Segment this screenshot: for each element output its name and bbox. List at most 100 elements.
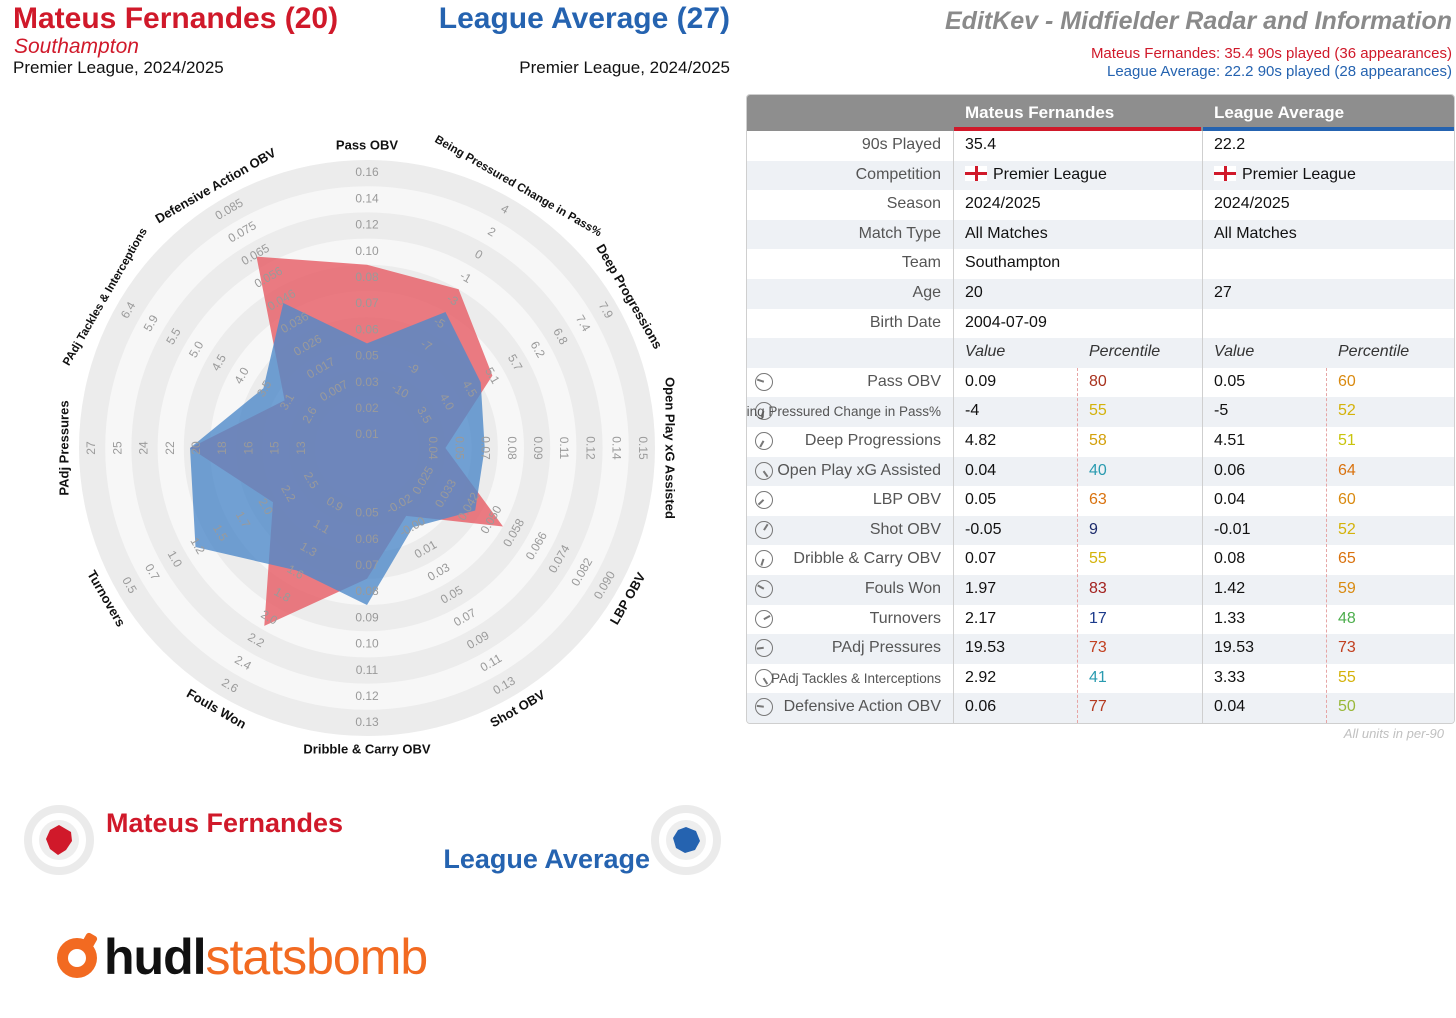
tick-label: 15 — [268, 441, 282, 455]
player-percentile: 77 — [1089, 698, 1107, 716]
player-value: 2.17 — [965, 609, 997, 627]
england-flag-icon — [1214, 165, 1236, 181]
average-summary: League Average: 22.2 90s played (28 appe… — [1107, 63, 1452, 80]
tick-label: 25 — [110, 441, 124, 455]
player-value: 0.04 — [965, 461, 997, 479]
average-percentile: 60 — [1338, 491, 1356, 509]
row-label: Birth Date — [869, 313, 941, 331]
table-row: Fouls Won 1.97 83 1.42 59 — [747, 574, 1454, 605]
player-percentile: 40 — [1089, 461, 1107, 479]
tick-label: 0.05 — [355, 349, 379, 363]
gauge-needle — [763, 470, 769, 477]
player-percentile: 55 — [1089, 550, 1107, 568]
gauge-icon — [755, 431, 773, 450]
gauge-needle — [756, 705, 764, 709]
tick-label: 0.12 — [355, 689, 379, 703]
tick-label: 0.14 — [610, 436, 624, 460]
average-percentile: 64 — [1338, 461, 1356, 479]
player-underline — [954, 127, 1201, 131]
player-summary: Mateus Fernandes: 35.4 90s played (36 ap… — [1090, 45, 1452, 62]
player-value: Southampton — [965, 254, 1060, 272]
average-percentile: 65 — [1338, 550, 1356, 568]
table-row: PAdj Pressures 19.53 73 19.53 73 — [747, 634, 1454, 664]
tick-label: 0.13 — [355, 715, 379, 729]
info-table: Mateus Fernandes League Average 90s Play… — [746, 94, 1455, 724]
average-value: 22.2 — [1214, 136, 1245, 154]
gauge-icon — [755, 550, 773, 569]
average-value: -0.01 — [1214, 520, 1251, 538]
player-percentile: 80 — [1089, 372, 1107, 390]
table-row: Defensive Action OBV 0.06 77 0.04 50 — [747, 693, 1454, 723]
average-value-text: Premier League — [1242, 165, 1356, 183]
tick-label: 0.11 — [356, 663, 379, 677]
average-value-text: All Matches — [1214, 224, 1297, 242]
average-value: All Matches — [1214, 225, 1297, 243]
units-note: All units in per-90 — [1343, 726, 1444, 741]
tick-label: 0.16 — [355, 165, 379, 179]
tick-label: 0.09 — [531, 436, 545, 460]
player-percentile: 41 — [1089, 668, 1107, 686]
row-label: 90s Played — [861, 136, 941, 153]
average-legend-label: League Average — [443, 844, 650, 874]
player-value: 0.09 — [965, 372, 997, 390]
tick-label: 0.05 — [452, 436, 466, 460]
player-value-text: Premier League — [993, 165, 1107, 183]
statsbomb-logo: hudlstatsbomb — [50, 928, 428, 988]
average-value: 2024/2025 — [1214, 195, 1290, 213]
player-percentile: 73 — [1089, 639, 1107, 657]
average-value: 1.42 — [1214, 579, 1246, 597]
player-value: 0.07 — [965, 550, 997, 568]
player-value: 20 — [965, 284, 983, 302]
tick-label: 27 — [84, 441, 98, 455]
metric-label: LBP OBV — [872, 491, 941, 509]
table-body: 90s Played 35.4 22.2 Competition Premier Lea… — [747, 131, 1454, 723]
average-percentile: 52 — [1338, 402, 1356, 420]
table-row: Competition Premier League Premier League — [747, 160, 1454, 191]
tick-label: 0.08 — [355, 584, 379, 598]
player-percentile: 9 — [1089, 520, 1098, 538]
player-percentile: 58 — [1089, 431, 1107, 449]
table-row: Deep Progressions 4.82 58 4.51 51 — [747, 427, 1454, 457]
tick-label: 13 — [294, 441, 308, 455]
player-value: 4.82 — [965, 431, 997, 449]
player-percentile: 63 — [1089, 491, 1107, 509]
tick-label: 0.09 — [355, 610, 379, 624]
tick-label: 24 — [137, 441, 151, 455]
table-row: 90s Played 35.4 22.2 — [747, 131, 1454, 161]
player-value: 2024/2025 — [965, 195, 1041, 213]
gauge-icon — [755, 609, 773, 628]
average-value-text: 22.2 — [1214, 136, 1246, 153]
player-title: Mateus Fernandes (20) — [13, 2, 339, 35]
statsbomb-logo-icon — [57, 932, 98, 978]
gauge-needle — [756, 647, 764, 650]
average-percentile: 51 — [1338, 431, 1356, 449]
tick-label: 0.10 — [355, 637, 379, 651]
gauge-icon — [755, 372, 773, 391]
average-percentile: 59 — [1338, 579, 1356, 597]
average-value: 0.08 — [1214, 550, 1246, 568]
row-label: Season — [886, 195, 941, 213]
player-value: 1.97 — [965, 579, 997, 597]
row-label: Competition — [855, 165, 941, 183]
table-row: Birth Date 2004-07-09 — [747, 309, 1454, 339]
metric-label: PAdj Pressures — [831, 639, 941, 657]
percentile-header: Percentile — [1089, 343, 1161, 361]
gauge-needle — [763, 677, 769, 684]
player-value-text: 2024/2025 — [965, 195, 1041, 213]
tick-label: 0.03 — [355, 375, 379, 389]
player-value: 0.05 — [965, 491, 997, 509]
average-value: 3.33 — [1214, 668, 1246, 686]
tick-label: 0.06 — [355, 532, 379, 546]
player-legend-label: Mateus Fernandes — [106, 808, 344, 838]
average-underline — [1203, 127, 1454, 131]
average-legend-icon — [651, 805, 721, 875]
tick-label: 0.05 — [355, 506, 379, 520]
metric-label: Dribble & Carry OBV — [793, 550, 941, 568]
average-percentile: 52 — [1338, 520, 1356, 538]
average-value: 0.05 — [1214, 372, 1246, 390]
metric-label: Deep Progressions — [804, 431, 941, 449]
tick-label: 20 — [189, 441, 203, 455]
average-percentile: 55 — [1338, 668, 1356, 686]
table-row: Pass OBV 0.09 80 0.05 60 — [747, 368, 1454, 398]
gauge-icon — [755, 491, 773, 510]
